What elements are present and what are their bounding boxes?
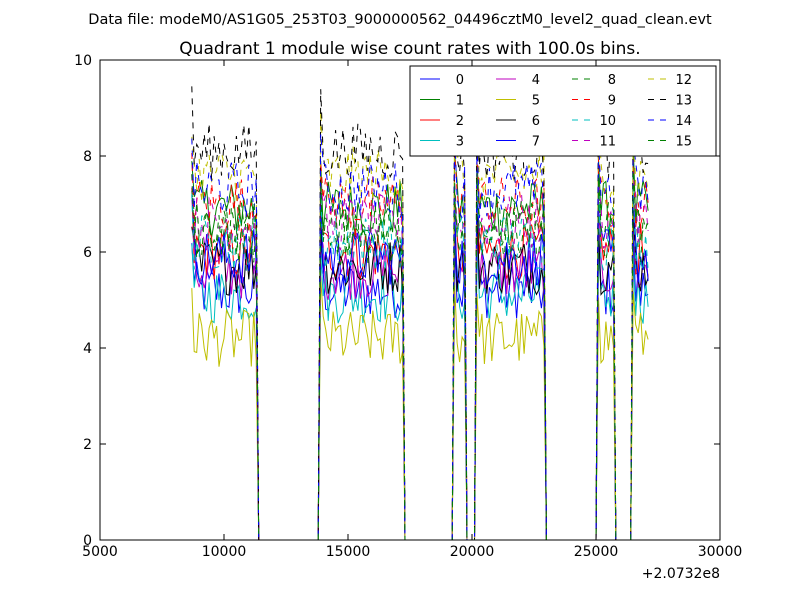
legend-label-3: 3	[456, 135, 464, 150]
x-tick-label: 5000	[82, 544, 118, 560]
y-tick-label: 4	[83, 341, 92, 357]
x-tick-label: 15000	[326, 544, 371, 560]
y-tick-label: 8	[83, 149, 92, 165]
legend-label-5: 5	[532, 94, 540, 109]
legend-label-2: 2	[456, 114, 464, 129]
legend-label-6: 6	[532, 114, 540, 129]
x-tick-label: 25000	[574, 544, 619, 560]
legend-label-12: 12	[675, 73, 692, 88]
plot-frame	[99, 59, 721, 541]
y-tick-label: 10	[74, 53, 92, 69]
x-tick-label: 30000	[698, 544, 743, 560]
legend-label-15: 15	[675, 135, 692, 150]
legend-label-4: 4	[532, 73, 540, 88]
legend-label-14: 14	[675, 114, 692, 129]
legend-label-10: 10	[599, 114, 616, 129]
legend-label-0: 0	[456, 73, 464, 88]
x-offset-label: +2.0732e8	[642, 566, 720, 582]
legend-label-13: 13	[675, 94, 692, 109]
y-tick-label: 0	[83, 533, 92, 549]
y-tick-label: 2	[83, 437, 92, 453]
x-tick-label: 20000	[450, 544, 495, 560]
chart-title: Quadrant 1 module wise count rates with …	[179, 39, 640, 59]
x-tick-label: 10000	[202, 544, 247, 560]
figure-suptitle: Data file: modeM0/AS1G05_253T03_90000005…	[88, 12, 712, 28]
y-tick-label: 6	[83, 245, 92, 261]
legend-label-1: 1	[456, 94, 464, 109]
legend-label-11: 11	[599, 135, 616, 150]
legend-label-9: 9	[608, 94, 616, 109]
legend-label-7: 7	[532, 135, 540, 150]
legend-label-8: 8	[608, 73, 616, 88]
